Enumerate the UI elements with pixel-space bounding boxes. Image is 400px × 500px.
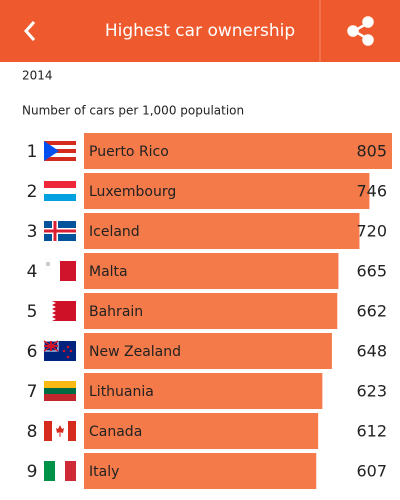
bar [84,413,319,449]
rank: 3 [27,222,38,242]
page-title: Highest car ownership [105,21,295,41]
flags [43,141,76,481]
country-label: New Zealand [89,344,181,360]
value-label: 665 [356,262,387,281]
value-label: 612 [356,422,387,441]
flag [44,421,76,441]
flag [44,381,76,401]
bar [84,213,360,249]
bar [84,173,370,209]
country-label: Luxembourg [89,184,176,200]
rank: 8 [27,422,38,442]
country-label: Malta [89,264,128,280]
value-label: 623 [356,382,387,401]
value-label: 746 [356,182,387,201]
rank: 4 [27,262,38,282]
country-label: Iceland [89,224,140,240]
year: 2014 [22,69,53,83]
bar [84,253,339,289]
bar [84,293,338,329]
rank: 2 [27,182,38,202]
bar [84,333,332,369]
flag [44,221,76,241]
flag [43,340,76,361]
country-label: Lithuania [89,384,154,400]
value-label: 648 [356,342,387,361]
bar [84,133,392,169]
rank: 7 [27,382,38,402]
flag [44,301,76,321]
value-label: 662 [356,302,387,321]
share-button[interactable] [347,16,374,46]
chart-title: Number of cars per 1,000 population [22,104,244,118]
rank: 6 [27,342,38,362]
value-label: 607 [356,462,387,481]
bar [84,453,317,489]
country-label: Canada [89,424,142,440]
flag [44,181,76,201]
app-bar [0,0,400,62]
value-label: 720 [356,222,387,241]
country-label: Puerto Rico [89,144,169,160]
value-label: 805 [356,142,387,161]
country-label: Italy [89,464,119,480]
flag [44,461,76,481]
rank: 9 [27,462,38,482]
rank: 1 [27,142,38,162]
bar [84,373,323,409]
country-label: Bahrain [89,304,143,320]
rank: 5 [27,302,38,322]
flag [44,141,76,161]
back-button[interactable] [23,21,36,41]
flag [44,261,76,281]
